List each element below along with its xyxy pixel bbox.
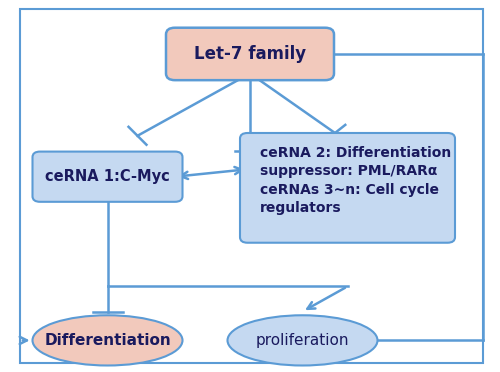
FancyBboxPatch shape (240, 133, 455, 243)
Text: ceRNA 1:C-Myc: ceRNA 1:C-Myc (45, 169, 170, 184)
FancyBboxPatch shape (166, 28, 334, 80)
Text: Differentiation: Differentiation (44, 333, 171, 348)
Text: proliferation: proliferation (256, 333, 349, 348)
FancyBboxPatch shape (20, 9, 482, 363)
Ellipse shape (32, 315, 182, 365)
FancyBboxPatch shape (32, 152, 182, 202)
Text: Let-7 family: Let-7 family (194, 45, 306, 63)
Text: ceRNA 2: Differentiation
suppressor: PML/RARα
ceRNAs 3~n: Cell cycle
regulators: ceRNA 2: Differentiation suppressor: PML… (260, 146, 451, 215)
Ellipse shape (228, 315, 378, 365)
